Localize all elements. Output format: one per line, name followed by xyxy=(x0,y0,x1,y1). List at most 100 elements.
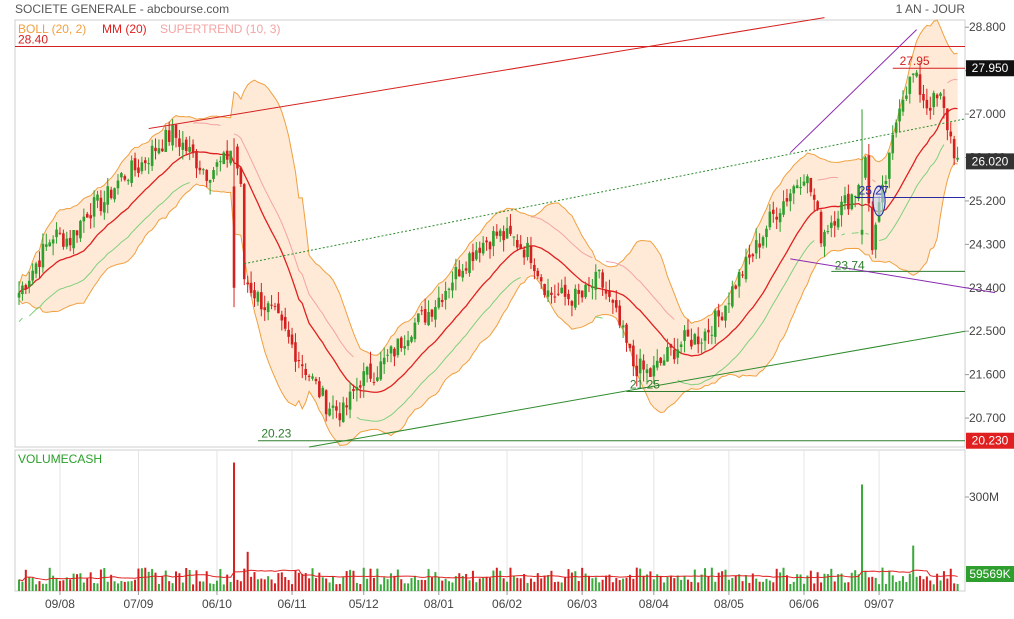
volume-bar xyxy=(495,567,498,591)
candle-body xyxy=(703,331,707,341)
candle-body xyxy=(795,185,799,189)
volume-bar xyxy=(820,582,823,591)
volume-bar xyxy=(284,577,287,591)
volume-bar xyxy=(250,576,253,591)
volume-bar xyxy=(564,577,567,591)
candle-body xyxy=(399,337,403,349)
volume-bar xyxy=(291,584,294,591)
volume-bar xyxy=(328,582,331,591)
candle-body xyxy=(379,361,383,380)
candle-body xyxy=(236,146,239,169)
volume-bar xyxy=(516,577,519,591)
volume-bar xyxy=(215,580,218,591)
candle-body xyxy=(614,300,618,308)
volume-bar xyxy=(79,573,82,591)
candle-body xyxy=(683,330,686,341)
candle-body xyxy=(359,385,362,388)
volume-bar xyxy=(89,572,92,591)
volume-bar xyxy=(772,582,775,591)
candle-body xyxy=(734,285,738,289)
annotation-label: 23.74 xyxy=(835,258,865,272)
lower-trend-channel xyxy=(309,330,966,448)
candle-body xyxy=(502,231,505,241)
candle-body xyxy=(181,142,185,150)
volume-bar xyxy=(806,575,809,591)
candle-body xyxy=(751,254,755,257)
volume-bar xyxy=(581,567,584,591)
volume-bar xyxy=(884,583,887,591)
volume-bar xyxy=(533,581,536,591)
volume-bar xyxy=(233,462,236,591)
candle-body xyxy=(894,122,898,133)
candle-body xyxy=(802,181,806,186)
candle-body xyxy=(707,329,710,333)
volume-bar xyxy=(417,579,420,591)
volume-bar xyxy=(294,570,297,591)
volume-bar xyxy=(369,568,372,591)
volume-bar xyxy=(144,567,147,591)
volume-bar xyxy=(161,576,164,591)
volume-bar xyxy=(540,578,543,591)
median-trend-dotted xyxy=(244,118,966,265)
candle-body xyxy=(116,180,120,189)
candle-body xyxy=(949,131,953,137)
volume-bar xyxy=(110,574,113,591)
candle-body xyxy=(198,167,202,171)
candle-body xyxy=(536,270,540,277)
candle-body xyxy=(556,293,560,295)
candle-body xyxy=(847,193,850,210)
x-tick-label: 08/04 xyxy=(639,597,669,611)
volume-bar xyxy=(103,568,106,591)
candle-body xyxy=(150,145,154,166)
volume-bar xyxy=(140,568,143,591)
candle-body xyxy=(567,293,570,300)
candle-body xyxy=(21,285,24,295)
volume-bar xyxy=(451,582,454,591)
volume-bar xyxy=(444,578,447,591)
candle-body xyxy=(608,290,611,297)
volume-bar xyxy=(366,578,369,591)
volume-bar xyxy=(468,580,471,591)
x-tick-label: 08/01 xyxy=(424,597,454,611)
volume-bar xyxy=(325,578,328,591)
volume-bar xyxy=(338,583,341,591)
candle-body xyxy=(191,144,195,154)
volume-bar xyxy=(707,576,710,591)
volume-bar xyxy=(570,572,573,591)
candle-body xyxy=(758,243,761,248)
candle-body xyxy=(601,272,604,288)
volume-bar xyxy=(28,577,31,591)
candle-body xyxy=(918,74,922,95)
candle-body xyxy=(939,93,942,96)
candle-body xyxy=(553,296,557,298)
candle-body xyxy=(666,347,669,362)
volume-bar xyxy=(758,581,761,591)
candle-body xyxy=(287,329,290,337)
candle-body xyxy=(632,345,635,367)
candle-body xyxy=(621,325,625,328)
volume-bar xyxy=(82,582,85,591)
candle-body xyxy=(352,388,355,392)
volume-bar xyxy=(823,573,826,591)
volume-bar xyxy=(731,578,734,591)
y-tick-label: 28.800 xyxy=(969,20,1006,34)
volume-bar xyxy=(929,580,932,591)
candle-body xyxy=(952,138,956,159)
candle-body xyxy=(365,366,369,375)
volume-bar xyxy=(175,571,177,591)
volume-bar xyxy=(260,578,263,591)
candle-body xyxy=(72,230,75,249)
volume-bar xyxy=(700,574,703,591)
candle-body xyxy=(239,167,243,184)
candle-body xyxy=(232,186,236,288)
candle-body xyxy=(420,310,424,312)
volume-bar xyxy=(714,581,717,591)
candle-body xyxy=(249,282,253,293)
highlight-ellipse xyxy=(872,185,886,217)
volume-bar xyxy=(96,583,99,591)
volume-bar xyxy=(304,573,307,591)
candle-body xyxy=(123,176,127,180)
volume-bar xyxy=(680,579,683,591)
moving-average-20 xyxy=(18,107,958,393)
bollinger-lower xyxy=(18,162,958,446)
